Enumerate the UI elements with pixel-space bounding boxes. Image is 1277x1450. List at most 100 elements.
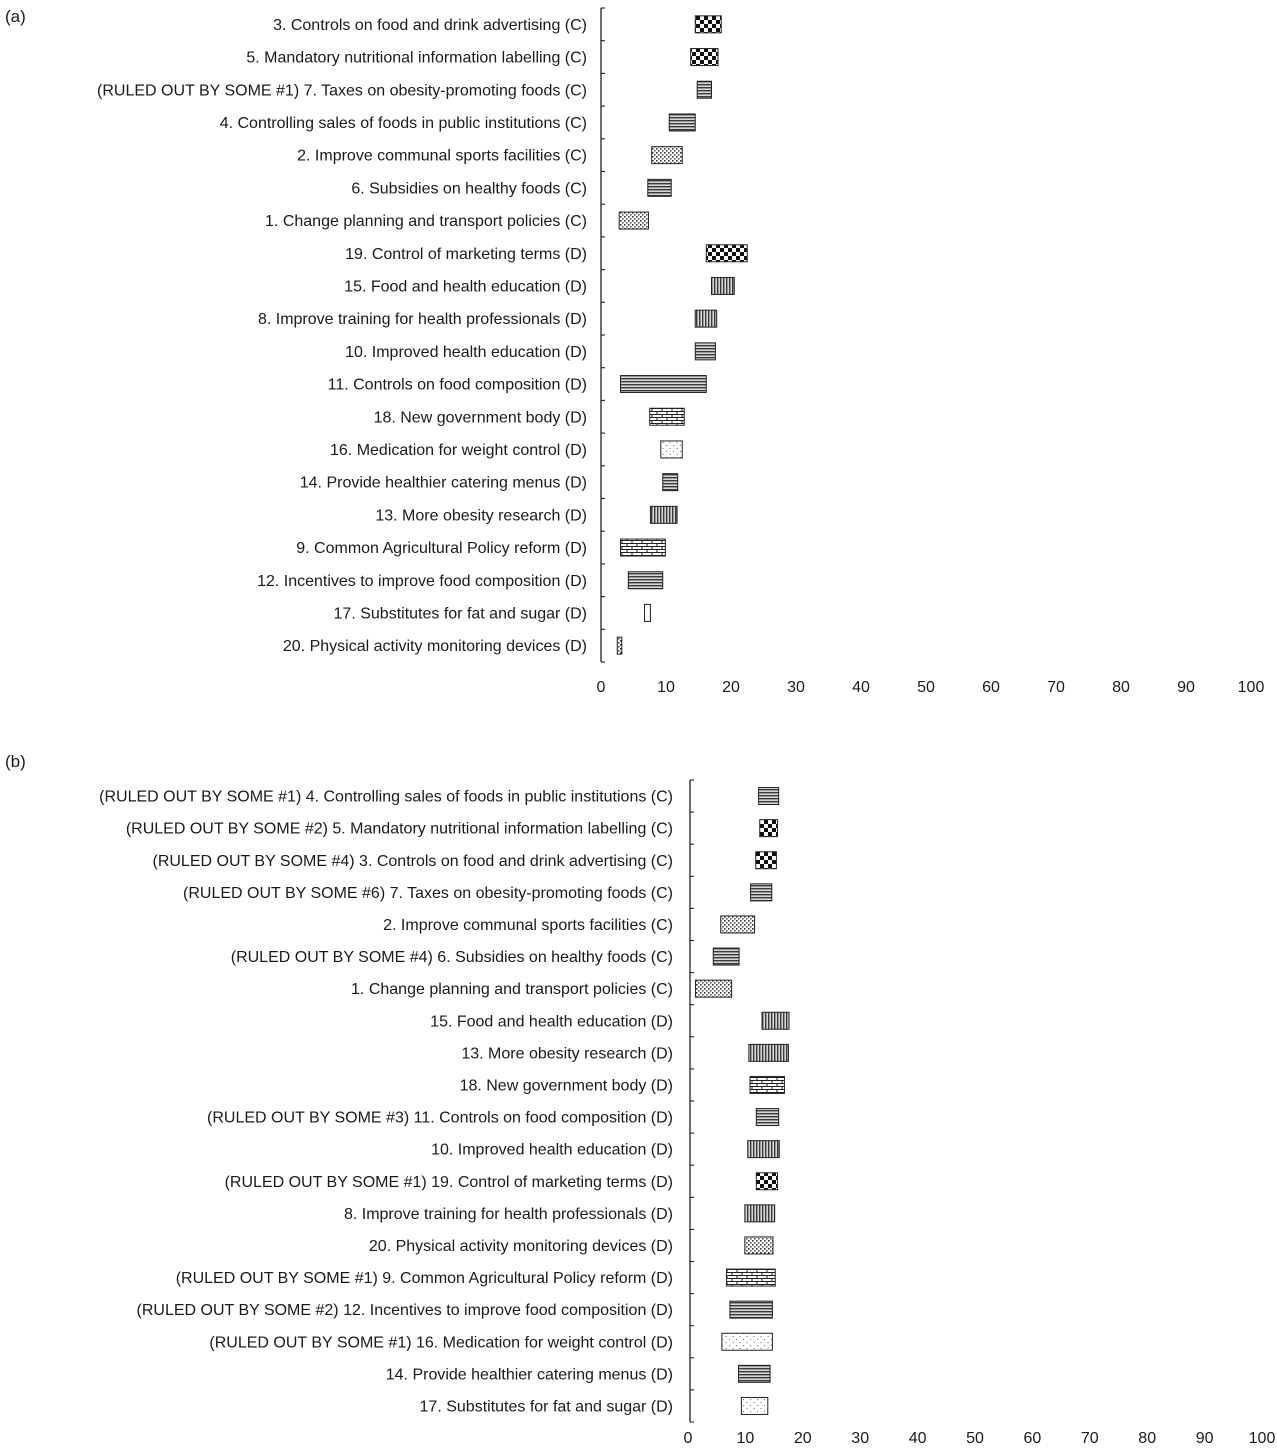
x-tick-label: 10 bbox=[737, 1430, 755, 1447]
category-label: 15. Food and health education (D) bbox=[344, 278, 587, 295]
range-bar bbox=[748, 1043, 789, 1062]
range-bar bbox=[759, 819, 779, 838]
category-label: 5. Mandatory nutritional information lab… bbox=[246, 50, 587, 67]
x-tick-label: 70 bbox=[1047, 679, 1065, 696]
range-bar bbox=[705, 244, 748, 263]
category-label: 2. Improve communal sports facilities (C… bbox=[297, 148, 587, 165]
range-bar bbox=[711, 276, 735, 295]
category-label: (RULED OUT BY SOME #1) 7. Taxes on obesi… bbox=[97, 82, 587, 99]
range-bar bbox=[694, 309, 718, 328]
category-label: (RULED OUT BY SOME #2) 5. Mandatory nutr… bbox=[126, 821, 673, 838]
chart-panel-b: (RULED OUT BY SOME #1) 4. Controlling sa… bbox=[99, 779, 1276, 1447]
range-bar bbox=[644, 603, 651, 622]
x-tick-label: 100 bbox=[1249, 1430, 1276, 1447]
range-bar bbox=[712, 947, 740, 966]
range-bar bbox=[620, 375, 707, 394]
category-label: 20. Physical activity monitoring devices… bbox=[283, 638, 587, 655]
x-tick-label: 90 bbox=[1196, 1430, 1214, 1447]
x-tick-label: 70 bbox=[1081, 1430, 1099, 1447]
range-bar bbox=[747, 1140, 780, 1159]
range-bar bbox=[662, 473, 679, 492]
x-tick-label: 40 bbox=[852, 679, 870, 696]
x-tick-label: 20 bbox=[722, 679, 740, 696]
x-tick-label: 0 bbox=[684, 1430, 693, 1447]
category-label: (RULED OUT BY SOME #1) 16. Medication fo… bbox=[209, 1334, 673, 1351]
category-label: 8. Improve training for health professio… bbox=[258, 311, 587, 328]
category-label: (RULED OUT BY SOME #4) 3. Controls on fo… bbox=[152, 853, 673, 870]
range-bar bbox=[616, 636, 623, 655]
category-label: 1. Change planning and transport policie… bbox=[351, 981, 673, 998]
category-label: 11. Controls on food composition (D) bbox=[328, 377, 587, 394]
x-tick-label: 0 bbox=[597, 679, 606, 696]
x-tick-label: 10 bbox=[657, 679, 675, 696]
range-bar bbox=[729, 1300, 773, 1319]
category-label: 2. Improve communal sports facilities (C… bbox=[383, 917, 673, 934]
x-tick-label: 60 bbox=[982, 679, 1000, 696]
category-label: 17. Substitutes for fat and sugar (D) bbox=[334, 605, 587, 622]
x-tick-label: 40 bbox=[909, 1430, 927, 1447]
category-label: (RULED OUT BY SOME #2) 12. Incentives to… bbox=[137, 1302, 674, 1319]
category-label: 13. More obesity research (D) bbox=[375, 507, 587, 524]
category-label: 12. Incentives to improve food compositi… bbox=[257, 573, 587, 590]
category-label: 18. New government body (D) bbox=[374, 409, 587, 426]
range-bar bbox=[740, 1396, 769, 1415]
range-bar bbox=[627, 571, 664, 590]
range-bar bbox=[755, 1108, 780, 1127]
category-label: 20. Physical activity monitoring devices… bbox=[369, 1238, 673, 1255]
x-tick-label: 30 bbox=[787, 679, 805, 696]
category-label: (RULED OUT BY SOME #3) 11. Controls on f… bbox=[207, 1110, 673, 1127]
range-bar bbox=[749, 1075, 785, 1094]
category-label: 9. Common Agricultural Policy reform (D) bbox=[296, 540, 587, 557]
category-label: (RULED OUT BY SOME #1) 9. Common Agricul… bbox=[176, 1270, 673, 1287]
x-tick-label: 20 bbox=[794, 1430, 812, 1447]
category-label: 3. Controls on food and drink advertisin… bbox=[273, 17, 587, 34]
panel-a-label: (a) bbox=[5, 7, 26, 26]
range-bar bbox=[738, 1364, 771, 1383]
range-bar bbox=[744, 1236, 774, 1255]
range-bar bbox=[758, 787, 780, 806]
x-tick-label: 60 bbox=[1024, 1430, 1042, 1447]
x-tick-label: 80 bbox=[1112, 679, 1130, 696]
range-bar bbox=[651, 146, 683, 165]
category-label: (RULED OUT BY SOME #6) 7. Taxes on obesi… bbox=[183, 885, 673, 902]
range-bar bbox=[696, 80, 713, 99]
category-label: (RULED OUT BY SOME #1) 19. Control of ma… bbox=[225, 1174, 673, 1191]
range-bar bbox=[761, 1011, 790, 1030]
category-label: 19. Control of marketing terms (D) bbox=[345, 246, 587, 263]
category-label: 4. Controlling sales of foods in public … bbox=[220, 115, 587, 132]
category-label: 8. Improve training for health professio… bbox=[344, 1206, 673, 1223]
x-tick-label: 80 bbox=[1138, 1430, 1156, 1447]
range-bar bbox=[755, 1172, 779, 1191]
range-bar bbox=[755, 851, 777, 870]
range-bar bbox=[690, 48, 719, 67]
panel-b-label: (b) bbox=[5, 752, 26, 771]
range-bar bbox=[649, 505, 678, 524]
x-tick-label: 50 bbox=[917, 679, 935, 696]
range-bar bbox=[660, 440, 683, 459]
range-bar bbox=[725, 1268, 776, 1287]
range-bar bbox=[649, 407, 685, 426]
range-bar bbox=[721, 1332, 773, 1351]
range-bar bbox=[618, 211, 649, 230]
range-bar bbox=[744, 1204, 776, 1223]
range-bar bbox=[694, 15, 722, 34]
x-tick-label: 30 bbox=[851, 1430, 869, 1447]
category-label: 13. More obesity research (D) bbox=[461, 1045, 673, 1062]
category-label: 17. Substitutes for fat and sugar (D) bbox=[420, 1398, 673, 1415]
category-label: 10. Improved health education (D) bbox=[431, 1142, 673, 1159]
category-label: 6. Subsidies on healthy foods (C) bbox=[351, 180, 587, 197]
range-bar bbox=[620, 538, 666, 557]
category-label: 18. New government body (D) bbox=[460, 1077, 673, 1094]
range-bar bbox=[668, 113, 696, 132]
category-label: 14. Provide healthier catering menus (D) bbox=[386, 1366, 673, 1383]
range-bar bbox=[750, 883, 773, 902]
x-tick-label: 100 bbox=[1238, 679, 1265, 696]
range-bar bbox=[647, 178, 672, 197]
category-label: (RULED OUT BY SOME #1) 4. Controlling sa… bbox=[99, 789, 673, 806]
x-tick-label: 50 bbox=[966, 1430, 984, 1447]
category-label: 10. Improved health education (D) bbox=[345, 344, 587, 361]
category-label: (RULED OUT BY SOME #4) 6. Subsidies on h… bbox=[231, 949, 673, 966]
range-bar bbox=[694, 342, 716, 361]
chart-panel-a: 3. Controls on food and drink advertisin… bbox=[97, 7, 1265, 696]
